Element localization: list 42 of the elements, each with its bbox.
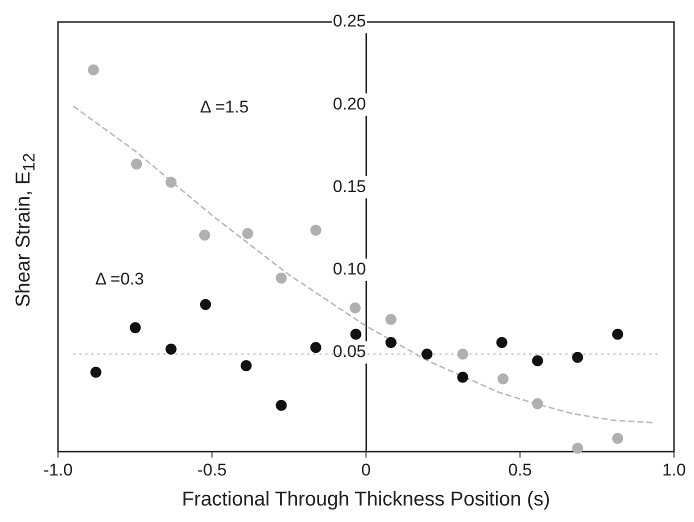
point <box>276 272 287 284</box>
point <box>498 373 509 384</box>
point <box>612 328 624 340</box>
point <box>457 372 468 383</box>
point <box>532 398 544 410</box>
x-tick-label: 0.5 <box>508 460 532 480</box>
point <box>200 299 212 310</box>
point <box>421 348 432 360</box>
point <box>496 337 508 348</box>
point <box>166 176 177 188</box>
point <box>350 328 362 340</box>
point <box>199 230 210 241</box>
y-tick-label: 0.20 <box>332 94 366 114</box>
y-tick-label: 0.25 <box>332 12 366 31</box>
x-tick-label: 1.0 <box>662 460 686 480</box>
point <box>572 442 584 454</box>
point <box>310 224 322 236</box>
point <box>310 342 322 354</box>
y-tick-label: 0.15 <box>332 176 366 196</box>
point <box>385 314 396 325</box>
x-tick-label: -0.5 <box>197 460 227 480</box>
point <box>385 337 396 348</box>
x-tick-label: -1.0 <box>43 460 73 480</box>
x-tick-label: 0 <box>361 460 371 480</box>
point <box>242 228 254 239</box>
annotation: Δ =0.3 <box>95 269 144 288</box>
point <box>88 64 99 76</box>
point <box>457 348 468 360</box>
point <box>130 322 141 334</box>
x-axis-title: Fractional Through Thickness Position (s) <box>182 488 550 511</box>
point <box>276 400 287 411</box>
point <box>240 360 252 372</box>
y-tick-label: 0.10 <box>332 260 366 279</box>
point <box>350 302 361 314</box>
point <box>166 344 177 355</box>
annotation: Δ =1.5 <box>200 98 249 117</box>
point <box>90 366 102 378</box>
point <box>131 158 142 170</box>
point <box>532 355 544 366</box>
point <box>612 432 624 444</box>
point <box>572 352 584 363</box>
y-tick-label: 0.05 <box>332 342 366 362</box>
